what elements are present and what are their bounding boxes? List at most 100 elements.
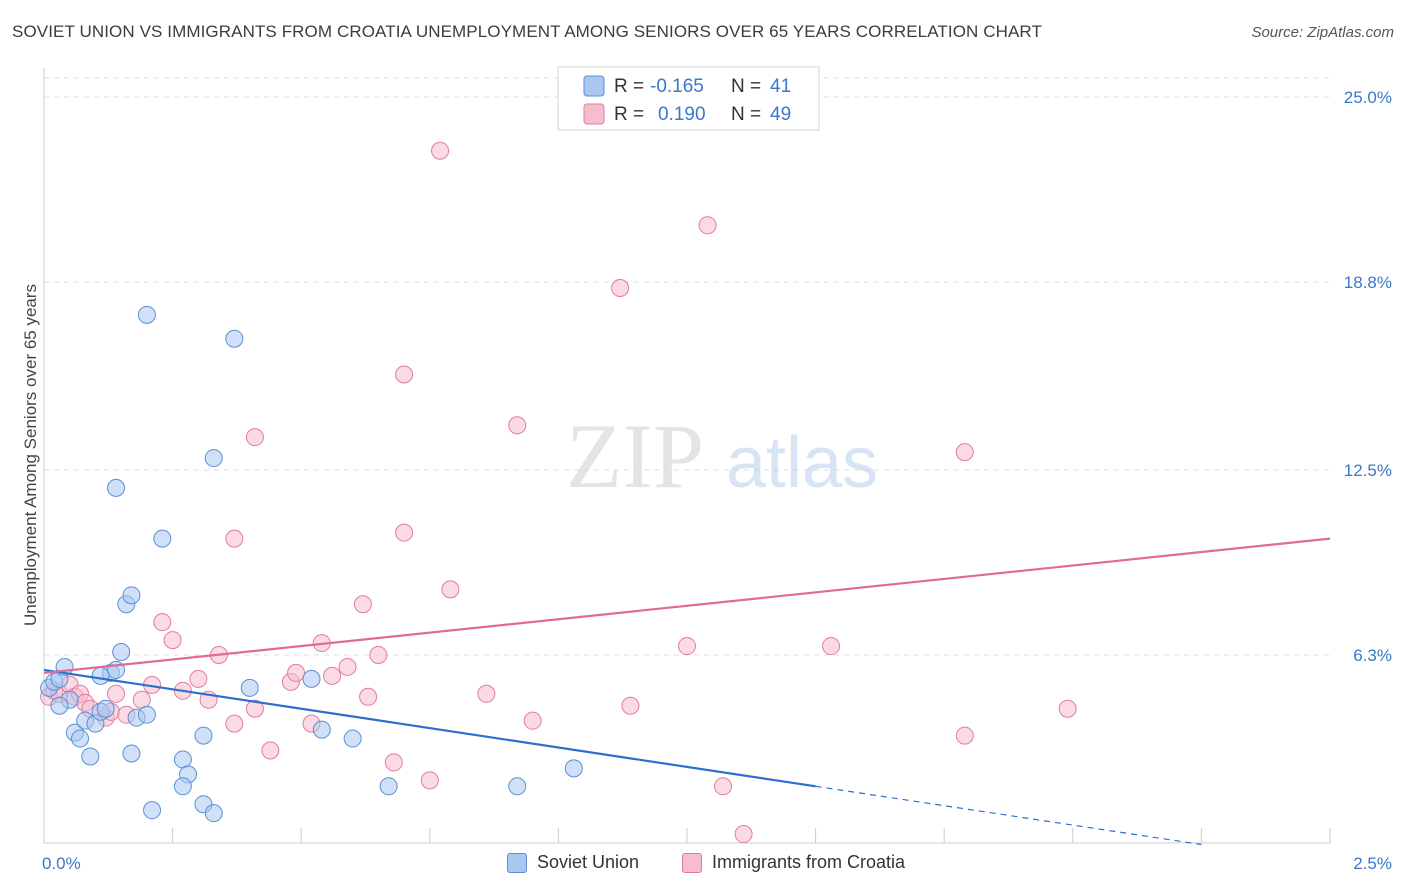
point-pink-31 <box>353 595 372 614</box>
source-credit: Source: ZipAtlas.com <box>1251 24 1394 41</box>
point-pink-38 <box>431 141 450 160</box>
point-blue-24 <box>153 529 172 548</box>
legend-swatch-soviet-union <box>507 852 527 873</box>
legend-item-soviet-union: Soviet Union <box>507 852 639 873</box>
point-pink-52 <box>1058 699 1077 718</box>
legend-r-value-0: -0.165 <box>650 76 704 97</box>
point-blue-39 <box>508 777 527 796</box>
point-blue-21 <box>122 586 141 605</box>
chart-title: SOVIET UNION VS IMMIGRANTS FROM CROATIA … <box>12 22 1042 41</box>
watermark-zip: ZIP <box>566 405 704 507</box>
legend-swatch-croatia <box>682 852 702 873</box>
point-pink-49 <box>822 637 841 656</box>
point-blue-31 <box>204 804 223 823</box>
legend-top: R = -0.165 N = 41 R = 0.190 N = 49 <box>557 66 820 131</box>
point-pink-50 <box>955 443 974 462</box>
point-blue-25 <box>137 305 156 324</box>
y-tick-label-2: 18.8% <box>1344 273 1392 292</box>
point-pink-30 <box>338 657 357 676</box>
x-tick-label-1: 2.5% <box>1353 854 1392 873</box>
point-pink-23 <box>245 428 264 447</box>
point-blue-20 <box>107 478 126 497</box>
watermark: ZIP atlas <box>566 405 878 507</box>
point-pink-26 <box>287 663 306 682</box>
point-pink-12 <box>132 690 151 709</box>
legend-n-value-0: 41 <box>770 76 791 97</box>
legend-n-label-0: N = <box>731 76 761 97</box>
y-axis-label: Unemployment Among Seniors over 65 years <box>21 284 40 626</box>
legend-label-croatia: Immigrants from Croatia <box>712 852 906 872</box>
point-blue-36 <box>302 669 321 688</box>
point-blue-37 <box>343 729 362 748</box>
point-pink-51 <box>955 726 974 745</box>
point-blue-18 <box>122 744 141 763</box>
y-tick-label-3: 25.0% <box>1344 88 1392 107</box>
legend-r-label-0: R = <box>614 76 644 97</box>
trend-line-blue <box>43 668 816 788</box>
point-blue-30 <box>194 726 213 745</box>
point-blue-17 <box>91 666 110 685</box>
trend-line-blue-extension <box>815 785 1202 846</box>
point-pink-34 <box>384 753 403 772</box>
point-pink-10 <box>107 684 126 703</box>
point-pink-39 <box>441 580 460 599</box>
point-blue-5 <box>50 696 69 715</box>
point-blue-26 <box>173 750 192 769</box>
point-pink-46 <box>698 216 717 235</box>
point-pink-22 <box>245 699 264 718</box>
trend-lines <box>43 537 1331 846</box>
point-pink-40 <box>477 684 496 703</box>
legend-item-croatia: Immigrants from Croatia <box>682 852 905 873</box>
legend-n-label-1: N = <box>731 104 761 125</box>
trend-line-pink <box>43 537 1331 675</box>
point-blue-40 <box>564 759 583 778</box>
point-blue-9 <box>81 747 100 766</box>
point-blue-12 <box>96 699 115 718</box>
legend-swatch-blue <box>583 75 605 97</box>
point-blue-35 <box>312 720 331 739</box>
point-pink-32 <box>359 687 378 706</box>
legend-swatch-pink <box>583 103 605 125</box>
point-blue-34 <box>240 678 259 697</box>
watermark-atlas: atlas <box>726 423 878 503</box>
point-pink-47 <box>714 777 733 796</box>
y-tick-label-0: 6.3% <box>1353 646 1392 665</box>
point-blue-32 <box>204 449 223 468</box>
point-pink-45 <box>678 637 696 656</box>
axes <box>43 68 1331 844</box>
point-pink-36 <box>395 523 414 542</box>
point-pink-14 <box>153 613 172 632</box>
point-pink-15 <box>163 631 182 650</box>
point-pink-37 <box>420 771 439 790</box>
point-pink-41 <box>508 416 527 435</box>
point-blue-38 <box>379 777 398 796</box>
point-pink-24 <box>261 741 280 760</box>
legend-label-soviet-union: Soviet Union <box>537 852 640 872</box>
point-pink-33 <box>369 646 388 665</box>
tick-labels: 6.3% 12.5% 18.8% 25.0% 0.0% 2.5% <box>42 88 1392 873</box>
point-blue-7 <box>71 729 90 748</box>
point-pink-48 <box>734 825 753 844</box>
legend-n-value-1: 49 <box>770 104 791 125</box>
point-pink-43 <box>611 278 630 297</box>
legend-r-label-1: R = <box>614 104 644 125</box>
point-pink-44 <box>621 696 640 715</box>
point-pink-29 <box>323 666 342 685</box>
point-pink-35 <box>395 365 414 384</box>
point-blue-28 <box>173 777 192 796</box>
point-pink-20 <box>225 714 244 733</box>
series-soviet-points <box>40 305 583 823</box>
legend-r-value-1: 0.190 <box>658 104 706 125</box>
point-blue-15 <box>112 643 131 662</box>
point-pink-17 <box>189 669 208 688</box>
point-blue-33 <box>225 329 244 348</box>
grid-lines <box>44 77 1330 656</box>
point-blue-22 <box>137 705 156 724</box>
point-pink-21 <box>225 529 244 548</box>
point-pink-42 <box>523 711 542 730</box>
x-tick-label-0: 0.0% <box>42 854 81 873</box>
legend-bottom: Soviet Union Immigrants from Croatia <box>0 852 1406 878</box>
y-tick-label-1: 12.5% <box>1344 461 1392 480</box>
point-blue-23 <box>143 801 162 820</box>
